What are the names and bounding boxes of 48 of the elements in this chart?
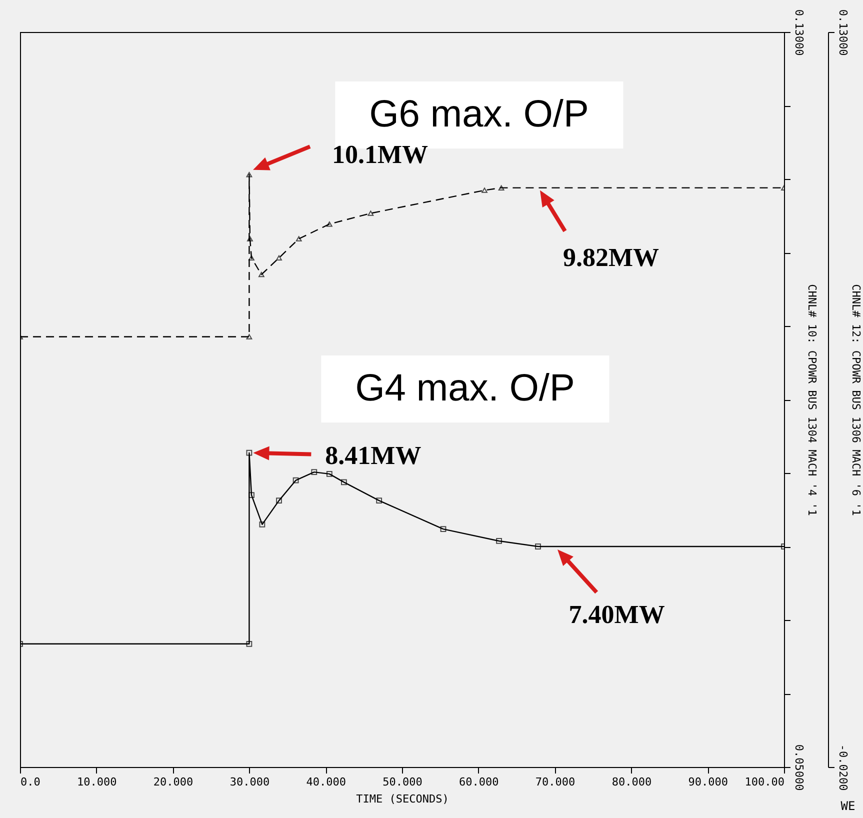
x-tick-label: 90.000 [688,776,728,788]
point [248,255,254,261]
annotation: 7.40MW [568,600,665,630]
x-tick-label: 100.00 [744,776,784,788]
point [296,236,302,242]
x-tick-label: 40.000 [306,776,346,788]
x-tick-label: 0.0 [20,776,40,788]
point [440,526,446,532]
point [276,498,282,504]
annotation: G6 max. O/P [369,93,589,136]
x-axis-title: TIME (SECONDS) [356,792,449,806]
point [259,522,266,528]
point [247,236,253,242]
point [326,470,332,477]
x-tick-label: 50.000 [382,776,422,788]
annotation: G4 max. O/P [321,356,609,423]
point [368,210,374,216]
x-tick-label: 20.000 [153,776,194,788]
point [326,221,332,227]
point [248,492,254,498]
point [246,640,252,647]
point [276,255,282,261]
point [376,498,382,504]
x-tick-label: 10.000 [77,776,117,788]
point [246,172,252,178]
point [535,544,541,550]
y2-axis-title: CHNL# 12: CPOWR BUS 1306 MACH '6 '1 [850,284,862,516]
y-tick-label: 0.05000 [792,744,806,791]
point [292,477,299,484]
point [246,450,252,456]
annotation: 8.41MW [325,440,422,471]
y2-tick-label: 0.13000 [836,9,850,56]
point [340,479,347,486]
x-tick-label: 30.000 [230,776,270,788]
point [246,334,252,340]
x-tick-label: 70.000 [535,776,576,788]
point [311,469,318,476]
point [496,538,502,544]
annotation: 9.82MW [562,243,660,274]
x-tick-label: 60.000 [459,776,499,788]
point [498,185,504,190]
y-axis-title: CHNL# 10: CPOWR BUS 1304 MACH '4 '1 [806,284,818,516]
point [482,188,488,193]
point [258,272,264,278]
x-tick-label: 80.000 [612,776,652,788]
text: WE [840,799,856,813]
y2-tick-label: -0.0200 [836,744,850,791]
annotation: 10.1MW [332,140,428,170]
